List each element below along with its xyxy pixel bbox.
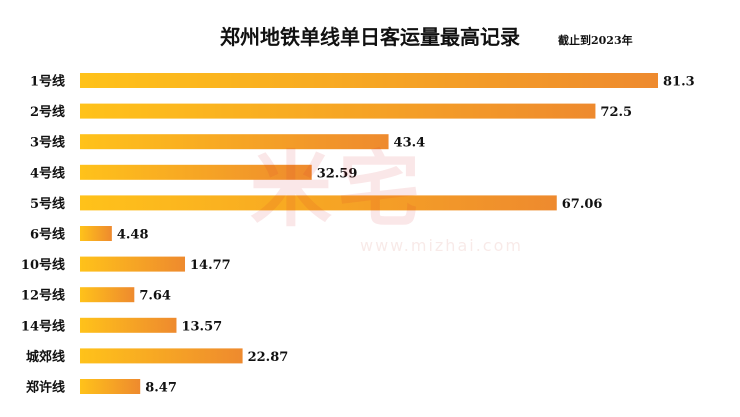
bar <box>80 73 658 88</box>
bar <box>80 226 112 241</box>
category-label: 4号线 <box>30 165 65 181</box>
bar <box>80 317 177 333</box>
category-label: 郑许线 <box>26 380 65 396</box>
category-label: 3号线 <box>30 135 65 151</box>
bar <box>80 287 135 303</box>
category-label: 12号线 <box>21 288 65 304</box>
value-label: 67.06 <box>562 197 603 212</box>
category-label: 14号线 <box>21 318 65 334</box>
value-label: 81.3 <box>663 75 695 90</box>
category-label: 2号线 <box>30 104 65 120</box>
value-label: 13.57 <box>181 319 222 334</box>
value-label: 7.64 <box>139 289 171 304</box>
chart-subtitle: 截止到2023年 <box>558 33 633 47</box>
bar <box>80 164 312 180</box>
value-label: 43.4 <box>394 136 426 151</box>
category-label: 1号线 <box>30 74 65 90</box>
bar <box>80 103 596 119</box>
value-label: 22.87 <box>248 350 289 365</box>
category-label: 6号线 <box>30 227 65 243</box>
value-label: 4.48 <box>117 228 149 243</box>
bar <box>80 256 186 272</box>
bars-group: 1号线 81.3 2号线 72.5 3号线 43.4 4号线 32.59 5号线 67.06 6号线… <box>21 73 695 396</box>
bar <box>80 195 557 211</box>
value-label: 72.5 <box>600 105 632 120</box>
category-label: 5号线 <box>30 196 65 212</box>
bar <box>80 379 141 394</box>
bar <box>80 134 389 150</box>
value-label: 32.59 <box>317 166 358 181</box>
chart-title: 郑州地铁单线单日客运量最高记录 <box>220 25 520 49</box>
category-label: 10号线 <box>21 257 65 273</box>
bar <box>80 348 243 364</box>
value-label: 14.77 <box>190 258 231 273</box>
value-label: 8.47 <box>145 381 177 396</box>
category-label: 城郊线 <box>26 349 65 365</box>
